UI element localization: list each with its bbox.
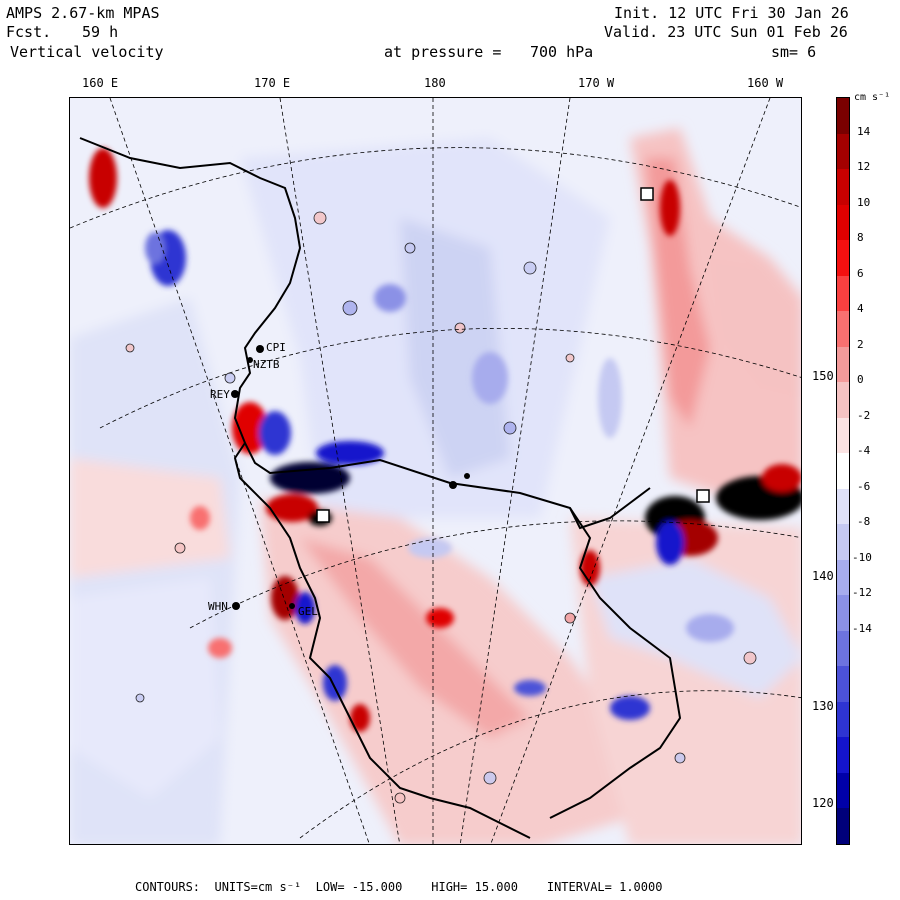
colorbar-swatch [837,630,849,667]
colorbar-tick-label: 8 [857,231,864,245]
colorbar-swatch [837,382,849,419]
colorbar-tick-label: -12 [852,586,872,600]
colorbar-tick-label: -6 [857,479,871,493]
pressure-value: 700 hPa [530,43,594,61]
model-title: AMPS 2.67-km MPAS [6,4,160,22]
colorbar-tick-label: 14 [857,124,871,138]
pressure-label: at pressure = [384,43,502,61]
colorbar-swatch [837,204,849,241]
lon-label-160w: 160 W [747,76,784,90]
footer: CONTOURS: UNITS=cm s⁻¹ LOW= -15.000 HIGH… [135,880,662,894]
map-panel: CPI NZTB REY WHN GEL [69,97,802,845]
velocity-field-map [70,98,801,844]
contour-speckles [125,211,757,804]
colorbar-swatch [837,453,849,490]
colorbar-tick-label: 0 [857,373,864,387]
colorbar-tick-label: -10 [852,550,872,564]
lon-label-180: 180 [424,76,446,90]
colorbar-swatch [837,772,849,809]
graticule [70,98,801,844]
colorbar-tick-label: 12 [857,160,871,174]
colorbar-swatch [837,169,849,206]
extreme-markers [316,187,710,523]
colorbar-tick-label: 2 [857,337,864,351]
colorbar-tick-label: 6 [857,266,864,280]
colorbar-swatch [837,98,849,135]
colorbar-tick-label: 4 [857,302,864,316]
colorbar-tick-label: -14 [852,621,872,635]
colorbar-tick-label: 10 [857,195,871,209]
forecast-label: Fcst. [6,23,52,41]
footer-interval: INTERVAL= 1.0000 [546,880,663,894]
station-label-whn: WHN [208,600,228,613]
colorbar-swatch [837,524,849,561]
colorbar-unit: cm s⁻¹ [854,92,891,103]
colorbar-swatch [837,346,849,383]
colorbar-swatch [837,666,849,703]
colorbar-swatch [837,133,849,170]
colorbar-swatch [837,240,849,277]
station-label-rey: REY [210,388,230,401]
lon-label-170w: 170 W [578,76,615,90]
smoothing-label: sm= 6 [771,43,817,61]
lon-label-160e: 160 E [82,76,119,90]
forecast-hour: 59 h [82,23,119,41]
colorbar-swatch [837,737,849,774]
lon-label-170e: 170 E [254,76,291,90]
colorbar-tick-label: -4 [857,444,871,458]
colorbar-tick-label: -8 [857,515,871,529]
station-label-gel: GEL [298,605,318,618]
init-time: Init. 12 UTC Fri 30 Jan 26 [614,4,849,22]
colorbar-swatch [837,311,849,348]
field-name: Vertical velocity [10,43,164,61]
colorbar-swatch [837,417,849,454]
colorbar-tick-label: -2 [857,408,871,422]
colorbar [836,97,850,845]
colorbar-swatch [837,275,849,312]
colorbar-swatch [837,488,849,525]
footer-low: LOW= -15.000 [315,880,403,894]
colorbar-swatch [837,701,849,738]
station-label-cpi: CPI [266,341,286,354]
footer-contours: CONTOURS: [135,880,201,894]
station-label-nztb: NZTB [253,358,280,371]
valid-time: Valid. 23 UTC Sun 01 Feb 26 [604,23,848,41]
footer-units: UNITS=cm s⁻¹ [214,880,302,894]
footer-high: HIGH= 15.000 [431,880,518,894]
colorbar-swatch [837,808,849,845]
velocity-shading [70,128,801,844]
station-markers [231,345,470,610]
colorbar-swatch [837,595,849,632]
coastline [79,137,682,839]
colorbar-swatch [837,559,849,596]
